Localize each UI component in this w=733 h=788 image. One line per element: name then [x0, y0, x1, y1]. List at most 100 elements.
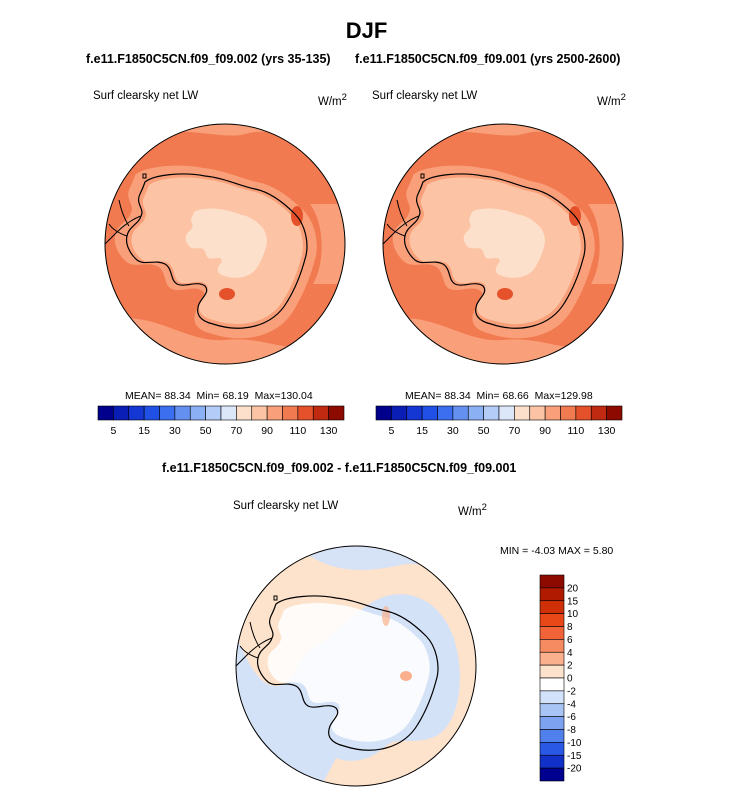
colorbar-tick-label: 50 — [478, 425, 490, 437]
colorbar-swatch — [421, 405, 438, 421]
colorbar-tick-label: 15 — [567, 596, 579, 607]
colorbar-tick-label: 110 — [290, 425, 307, 437]
colorbar-tick-label: -8 — [567, 725, 576, 736]
colorbar-swatch — [529, 405, 546, 421]
local-positive-2 — [382, 606, 390, 626]
panel3-variable-label: Surf clearsky net LW — [233, 500, 339, 512]
colorbar-tick-label: 15 — [416, 425, 428, 437]
panel1-units-base: W/m — [318, 95, 342, 108]
colorbar-tick-label: 20 — [567, 583, 579, 594]
colorbar-tick-label: 8 — [567, 622, 573, 633]
colorbar-swatch — [452, 405, 469, 421]
colorbar-swatch — [128, 405, 145, 421]
colorbar-tick-label: -4 — [567, 699, 576, 710]
colorbar-tick-label: -20 — [567, 764, 582, 775]
colorbar-tick-label: 130 — [598, 425, 616, 437]
colorbar-swatch — [297, 405, 314, 421]
colorbar-swatch — [143, 405, 160, 421]
panel2-units-base: W/m — [597, 95, 621, 108]
colorbar-swatch — [539, 690, 565, 705]
colorbar-swatch — [189, 405, 206, 421]
panel1-map — [105, 124, 345, 364]
colorbar-swatch — [539, 703, 565, 717]
left-case-title: f.e11.F1850C5CN.f09_f09.002 (yrs 35-135) — [86, 52, 331, 66]
colorbar-swatch — [498, 405, 515, 421]
colorbar-swatch — [539, 626, 565, 640]
colorbar-tick-label: 70 — [509, 425, 521, 437]
panel2-colorbar: 5 15 30 50 70 90 110 130 — [375, 405, 623, 437]
panel3-max-label: MAX = — [558, 545, 590, 557]
colorbar-swatch — [560, 405, 577, 421]
coastal-max-ross — [219, 288, 235, 300]
north-light-band — [423, 124, 593, 144]
colorbar-swatch — [539, 639, 565, 653]
map-boundary — [382, 123, 624, 365]
north-light-band — [145, 124, 315, 144]
panel2-max-value: 129.98 — [560, 390, 593, 402]
colorbar-tick-label: -10 — [567, 738, 582, 749]
panel2-variable-label: Surf clearsky net LW — [372, 90, 478, 102]
panel3-units: W/m2 — [458, 502, 487, 518]
difference-title: f.e11.F1850C5CN.f09_f09.002 - f.e11.F185… — [162, 461, 517, 475]
panel1-units-exponent: 2 — [341, 92, 347, 103]
colorbar-tick-label: 70 — [231, 425, 243, 437]
panel3-max-value: 5.80 — [592, 545, 614, 557]
colorbar-tick-label: 130 — [320, 425, 338, 437]
panel2-mean-value: 88.34 — [444, 390, 471, 402]
colorbar-swatch — [236, 405, 253, 421]
colorbar-swatch — [539, 729, 565, 743]
colorbar-swatch — [539, 716, 565, 730]
coastal-max-ross — [497, 288, 513, 300]
colorbar-swatch — [159, 405, 176, 421]
south-light-band — [105, 318, 345, 364]
colorbar-tick-label: 5 — [388, 425, 394, 437]
panel2-units: W/m2 — [597, 92, 626, 108]
colorbar-tick-label: 5 — [110, 425, 116, 437]
panel1-mean-label: MEAN= — [125, 390, 162, 402]
panel2-min-value: 68.66 — [502, 390, 529, 402]
island — [273, 595, 278, 601]
colorbar-tick-label: -15 — [567, 751, 582, 762]
colorbar-swatch — [375, 405, 392, 421]
colorbar-swatch — [606, 405, 623, 421]
colorbar-swatch — [539, 613, 565, 627]
colorbar-tick-label: -2 — [567, 686, 576, 697]
panel1-units: W/m2 — [318, 92, 347, 108]
colorbar-swatch — [539, 587, 565, 602]
panel2-stats: MEAN= 88.34 Min= 68.66 Max=129.98 — [405, 390, 593, 402]
colorbar-swatch — [575, 405, 592, 421]
panel2-min-label: Min= — [476, 390, 500, 402]
colorbar-swatch — [251, 405, 268, 421]
panel1-min-value: 68.19 — [222, 390, 249, 402]
colorbar-swatch — [391, 405, 408, 421]
panel1-colorbar: 5 15 30 50 70 90 110 130 — [97, 405, 345, 437]
colorbar-swatch — [406, 405, 423, 421]
panel1-max-label: Max= — [254, 390, 281, 402]
colorbar-swatch — [282, 405, 299, 421]
colorbar-swatch — [539, 664, 565, 679]
colorbar-tick-label: 90 — [261, 425, 273, 437]
colorbar-swatch — [590, 405, 607, 421]
colorbar-swatch — [539, 742, 565, 756]
colorbar-swatch — [544, 405, 561, 421]
panel3-map — [236, 546, 476, 786]
colorbar-tick-label: 2 — [567, 661, 573, 672]
island — [420, 173, 425, 179]
map-boundary — [104, 123, 346, 365]
panel1-max-value: 130.04 — [280, 390, 313, 402]
local-positive — [400, 671, 412, 681]
colorbar-tick-label: 15 — [138, 425, 150, 437]
panel2-mean-label: MEAN= — [405, 390, 442, 402]
figure-title: DJF — [345, 18, 388, 43]
panel2-units-exponent: 2 — [620, 92, 626, 103]
panel3-min-label: MIN = — [500, 545, 529, 557]
island — [142, 173, 147, 179]
colorbar-swatch — [266, 405, 283, 421]
panel1-stats: MEAN= 88.34 Min= 68.19 Max=130.04 — [125, 390, 313, 402]
panel3-stats: MIN = -4.03 MAX = 5.80 — [500, 545, 613, 557]
colorbar-tick-label: 30 — [447, 425, 459, 437]
colorbar-tick-label: -6 — [567, 712, 576, 723]
panel3-units-exponent: 2 — [481, 502, 487, 513]
right-case-title: f.e11.F1850C5CN.f09_f09.001 (yrs 2500-26… — [355, 52, 621, 66]
